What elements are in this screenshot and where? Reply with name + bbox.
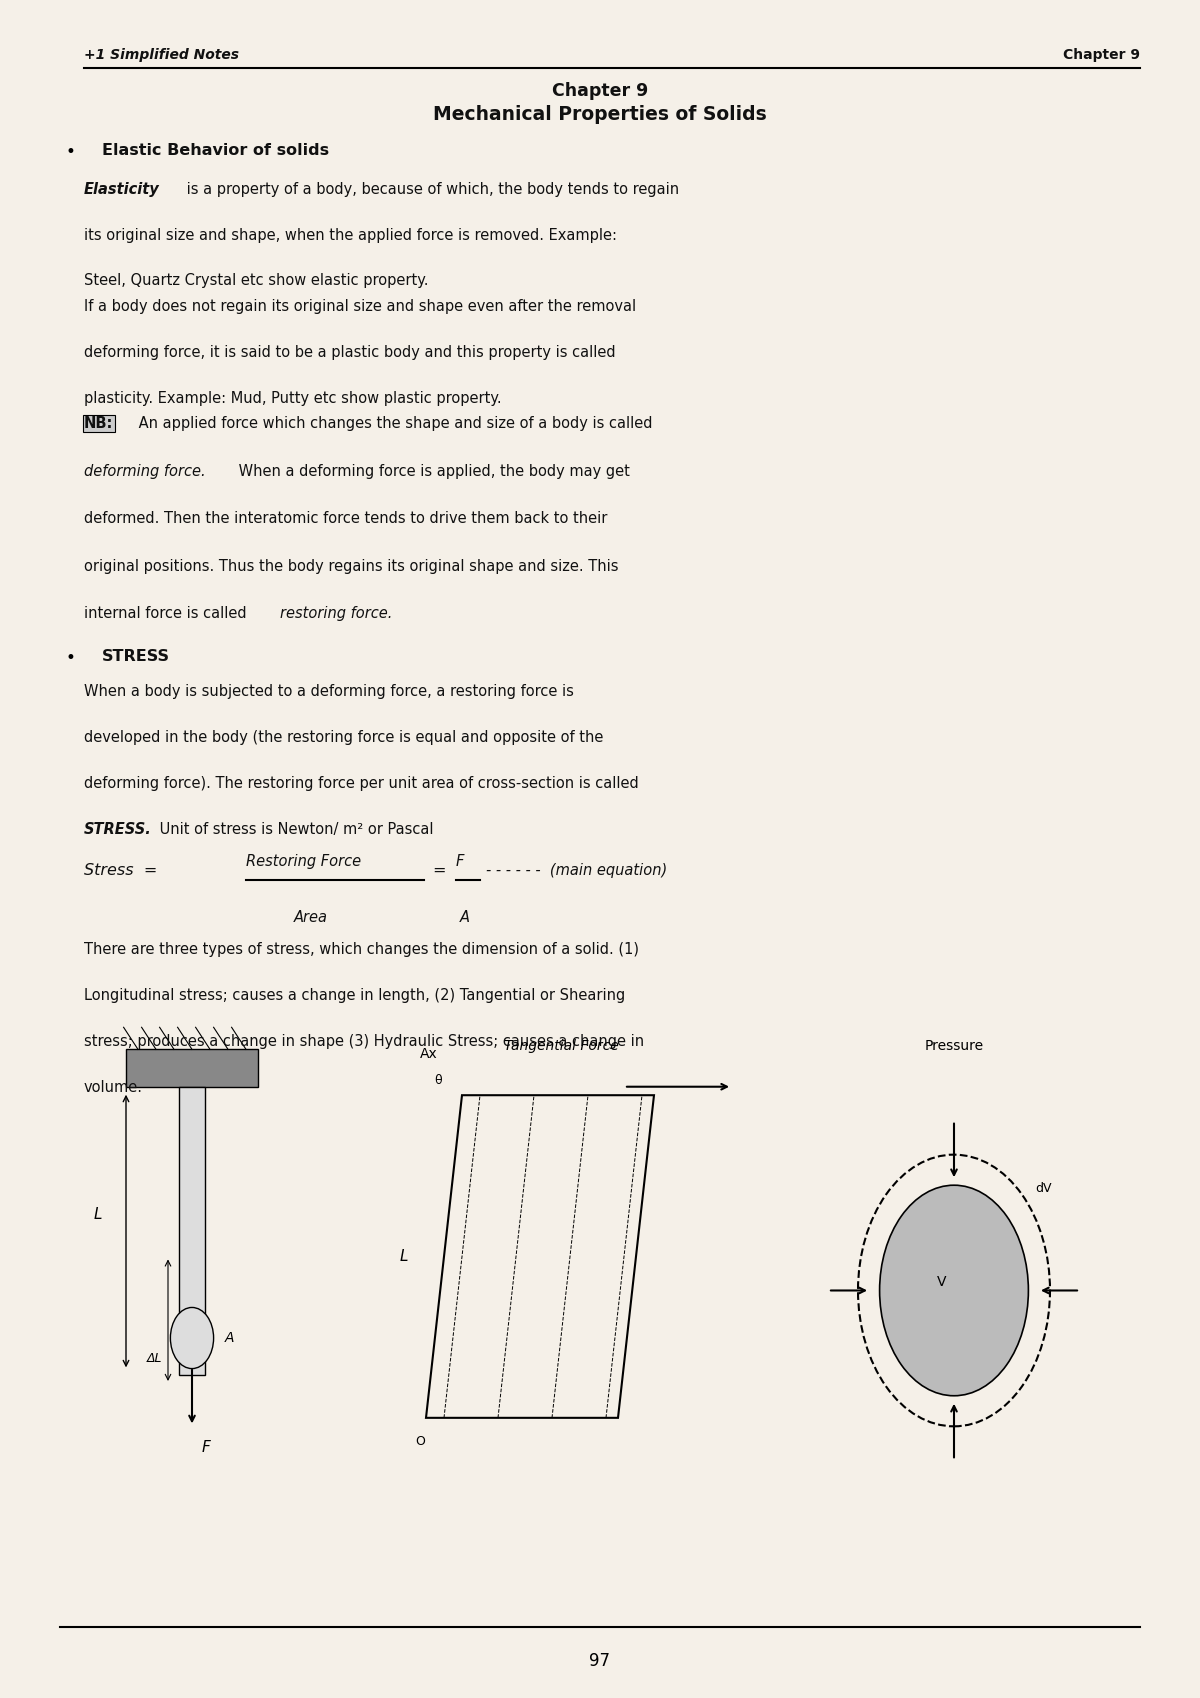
Text: NB:: NB:: [84, 416, 113, 431]
Text: +1 Simplified Notes: +1 Simplified Notes: [84, 48, 239, 61]
Text: θ: θ: [434, 1073, 442, 1087]
Text: developed in the body (the restoring force is equal and opposite of the: developed in the body (the restoring for…: [84, 730, 604, 745]
Text: =: =: [432, 863, 445, 878]
Text: F: F: [202, 1440, 210, 1455]
Text: STRESS: STRESS: [102, 649, 170, 664]
Text: •: •: [66, 649, 76, 667]
Text: volume.: volume.: [84, 1080, 143, 1095]
Text: Steel, Quartz Crystal etc show elastic property.: Steel, Quartz Crystal etc show elastic p…: [84, 273, 428, 289]
Text: L: L: [94, 1207, 102, 1221]
Text: original positions. Thus the body regains its original shape and size. This: original positions. Thus the body regain…: [84, 559, 618, 574]
Text: Chapter 9: Chapter 9: [1063, 48, 1140, 61]
Text: If a body does not regain its original size and shape even after the removal: If a body does not regain its original s…: [84, 299, 636, 314]
Text: Elastic Behavior of solids: Elastic Behavior of solids: [102, 143, 329, 158]
Text: When a deforming force is applied, the body may get: When a deforming force is applied, the b…: [234, 464, 630, 479]
Text: A: A: [224, 1331, 234, 1345]
Text: Restoring Force: Restoring Force: [246, 854, 361, 869]
Text: is a property of a body, because of which, the body tends to regain: is a property of a body, because of whic…: [182, 182, 679, 197]
Text: ΔL: ΔL: [146, 1352, 162, 1365]
Text: A: A: [460, 910, 469, 925]
Text: - - - - - -  (main equation): - - - - - - (main equation): [486, 863, 667, 878]
Text: Chapter 9: Chapter 9: [552, 82, 648, 100]
Text: dV: dV: [1036, 1182, 1052, 1195]
Text: 97: 97: [589, 1652, 611, 1669]
Text: F: F: [456, 854, 464, 869]
FancyBboxPatch shape: [179, 1087, 205, 1375]
Text: restoring force.: restoring force.: [280, 606, 392, 621]
Text: Stress  =: Stress =: [84, 863, 157, 878]
Text: •: •: [66, 143, 76, 161]
Text: Ax: Ax: [420, 1048, 438, 1061]
Text: deforming force). The restoring force per unit area of cross-section is called: deforming force). The restoring force pe…: [84, 776, 638, 791]
Text: L: L: [400, 1250, 408, 1263]
Text: deforming force.: deforming force.: [84, 464, 205, 479]
Text: its original size and shape, when the applied force is removed. Example:: its original size and shape, when the ap…: [84, 228, 617, 243]
FancyBboxPatch shape: [126, 1049, 258, 1087]
Text: stress; produces a change in shape (3) Hydraulic Stress; causes a change in: stress; produces a change in shape (3) H…: [84, 1034, 644, 1049]
Text: When a body is subjected to a deforming force, a restoring force is: When a body is subjected to a deforming …: [84, 684, 574, 700]
Circle shape: [170, 1307, 214, 1369]
Text: Elasticity: Elasticity: [84, 182, 160, 197]
Text: Mechanical Properties of Solids: Mechanical Properties of Solids: [433, 105, 767, 124]
Text: O: O: [415, 1435, 425, 1448]
Text: Pressure: Pressure: [924, 1039, 984, 1053]
Text: Longitudinal stress; causes a change in length, (2) Tangential or Shearing: Longitudinal stress; causes a change in …: [84, 988, 625, 1004]
Text: An applied force which changes the shape and size of a body is called: An applied force which changes the shape…: [134, 416, 653, 431]
Text: deformed. Then the interatomic force tends to drive them back to their: deformed. Then the interatomic force ten…: [84, 511, 607, 526]
Text: STRESS.: STRESS.: [84, 822, 151, 837]
Text: internal force is called: internal force is called: [84, 606, 251, 621]
Text: Tangential Force: Tangential Force: [504, 1039, 619, 1053]
Circle shape: [880, 1185, 1028, 1396]
Text: V: V: [937, 1275, 947, 1289]
Text: deforming force, it is said to be a plastic body and this property is called: deforming force, it is said to be a plas…: [84, 345, 616, 360]
Text: Area: Area: [294, 910, 328, 925]
Text: plasticity. Example: Mud, Putty etc show plastic property.: plasticity. Example: Mud, Putty etc show…: [84, 391, 502, 406]
Text: There are three types of stress, which changes the dimension of a solid. (1): There are three types of stress, which c…: [84, 942, 640, 958]
Text: Unit of stress is Newton/ m² or Pascal: Unit of stress is Newton/ m² or Pascal: [155, 822, 433, 837]
